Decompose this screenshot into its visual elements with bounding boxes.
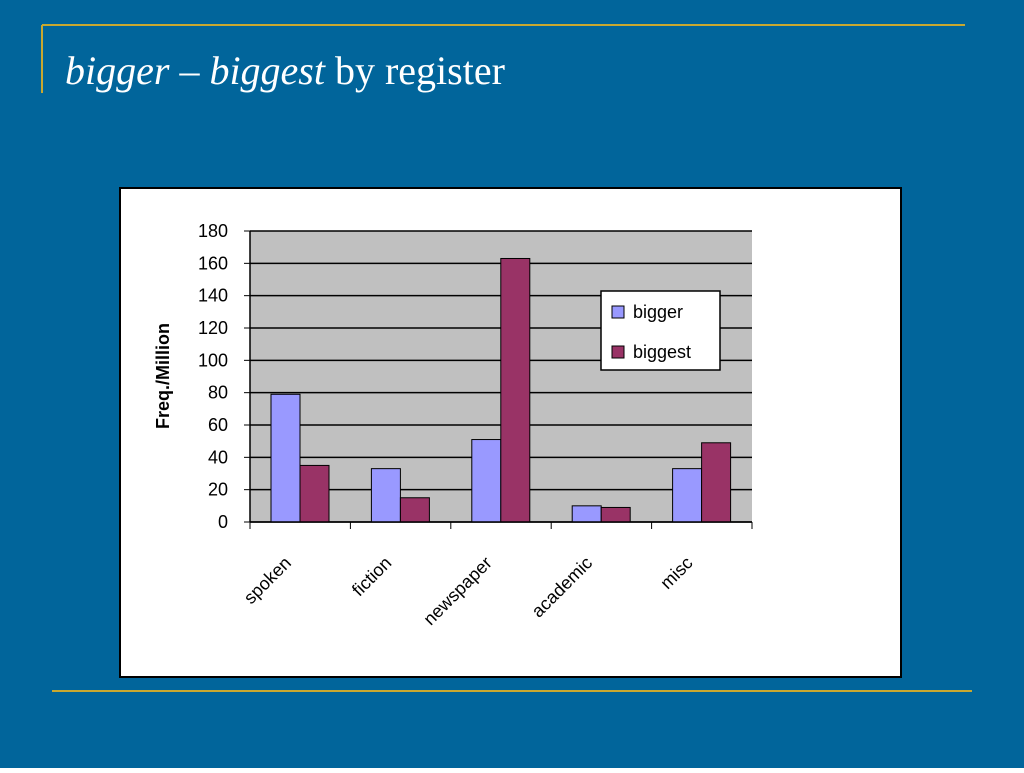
bar bbox=[471, 439, 502, 523]
legend-swatch bbox=[611, 345, 625, 359]
bar bbox=[672, 468, 703, 523]
bar bbox=[370, 468, 401, 523]
title-part: bigger bbox=[65, 48, 170, 93]
y-tick-label: 160 bbox=[198, 253, 228, 273]
y-tick-label: 0 bbox=[218, 512, 228, 532]
legend-swatch bbox=[611, 305, 625, 319]
bar bbox=[701, 442, 732, 523]
legend-label: biggest bbox=[633, 342, 691, 362]
bar bbox=[299, 464, 330, 523]
bar bbox=[270, 393, 301, 523]
y-tick-label: 120 bbox=[198, 318, 228, 338]
y-tick-label: 100 bbox=[198, 350, 228, 370]
y-tick-label: 180 bbox=[198, 221, 228, 241]
title-part: by register bbox=[335, 48, 505, 93]
title-part: – bbox=[178, 48, 200, 93]
bar bbox=[399, 497, 430, 523]
title-part: biggest bbox=[209, 48, 325, 93]
y-tick-label: 20 bbox=[208, 480, 228, 500]
y-tick-label: 40 bbox=[208, 447, 228, 467]
y-tick-label: 140 bbox=[198, 286, 228, 306]
bar bbox=[600, 506, 631, 523]
bar bbox=[500, 257, 531, 523]
y-tick-label: 60 bbox=[208, 415, 228, 435]
y-tick-label: 80 bbox=[208, 383, 228, 403]
slide-title: bigger – biggest by register bbox=[65, 48, 505, 93]
bar bbox=[571, 505, 602, 523]
y-axis-label: Freq./Million bbox=[153, 323, 173, 429]
legend-label: bigger bbox=[633, 302, 683, 322]
